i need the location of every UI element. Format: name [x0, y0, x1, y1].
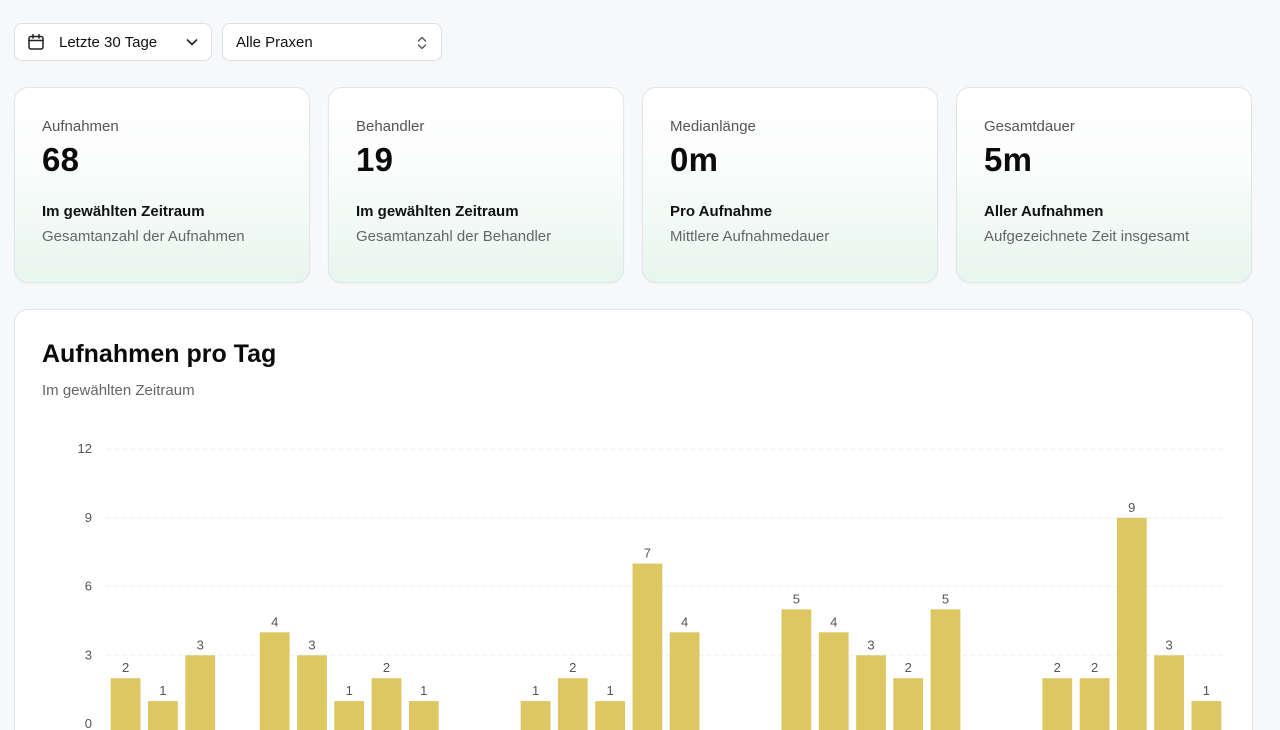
bar-value-label: 3: [308, 637, 315, 652]
kpi-title: Behandler: [356, 118, 425, 135]
bar-value-label: 2: [569, 660, 576, 675]
y-tick-label: 0: [85, 716, 92, 730]
y-tick-label: 6: [85, 579, 92, 594]
bar-value-label: 2: [905, 660, 912, 675]
filter-bar: Letzte 30 Tage Alle Praxen: [14, 23, 442, 61]
bar[interactable]: [297, 655, 327, 730]
kpi-subtitle: Im gewählten Zeitraum: [42, 203, 205, 220]
kpi-value: 68: [42, 141, 80, 178]
bar-value-label: 2: [1091, 660, 1098, 675]
y-tick-label: 12: [78, 441, 92, 456]
bar[interactable]: [1154, 655, 1184, 730]
kpi-value: 0m: [670, 141, 719, 178]
praxis-select[interactable]: Alle Praxen: [222, 23, 442, 61]
bar[interactable]: [1079, 678, 1110, 730]
kpi-description: Mittlere Aufnahmedauer: [670, 228, 830, 245]
chevron-up-down-icon: [415, 35, 429, 50]
bar[interactable]: [856, 655, 886, 730]
bar[interactable]: [818, 632, 849, 730]
kpi-title: Aufnahmen: [42, 118, 119, 135]
bar[interactable]: [110, 678, 141, 730]
kpi-subtitle: Aller Aufnahmen: [984, 203, 1104, 220]
y-tick-label: 3: [85, 647, 92, 662]
bar-value-label: 4: [830, 614, 837, 629]
bar[interactable]: [371, 678, 402, 730]
bar-value-label: 1: [532, 683, 539, 698]
bar[interactable]: [930, 609, 961, 730]
bar-value-label: 2: [122, 660, 129, 675]
bar-value-label: 3: [867, 637, 874, 652]
bar[interactable]: [185, 655, 216, 730]
bar-value-label: 2: [383, 660, 390, 675]
bar-value-label: 1: [159, 683, 166, 698]
kpi-subtitle: Pro Aufnahme: [670, 203, 772, 220]
y-tick-label: 9: [85, 510, 92, 525]
bar-value-label: 3: [1165, 637, 1172, 652]
bar[interactable]: [781, 609, 812, 730]
kpi-subtitle: Im gewählten Zeitraum: [356, 203, 519, 220]
kpi-title: Medianlänge: [670, 118, 756, 135]
bar[interactable]: [520, 701, 551, 730]
bar-value-label: 9: [1128, 500, 1135, 515]
kpi-value: 5m: [984, 141, 1033, 178]
bar[interactable]: [1191, 701, 1222, 730]
bar[interactable]: [148, 701, 178, 730]
kpi-description: Gesamtanzahl der Aufnahmen: [42, 228, 245, 245]
bar-value-label: 4: [681, 614, 688, 629]
bar-value-label: 7: [644, 546, 651, 561]
bar-value-label: 3: [197, 637, 204, 652]
bar-value-label: 1: [420, 683, 427, 698]
bar-value-label: 5: [942, 591, 949, 606]
kpi-cards: Aufnahmen 68 Im gewählten Zeitraum Gesam…: [14, 87, 1252, 283]
chart-title: Aufnahmen pro Tag: [42, 340, 277, 368]
bar-value-label: 1: [346, 683, 353, 698]
kpi-card-gesamtdauer: Gesamtdauer 5m Aller Aufnahmen Aufgezeic…: [956, 87, 1252, 283]
kpi-title: Gesamtdauer: [984, 118, 1075, 135]
bar-value-label: 4: [271, 614, 278, 629]
bar-value-label: 2: [1054, 660, 1061, 675]
chart-subtitle: Im gewählten Zeitraum: [42, 382, 195, 399]
bar[interactable]: [893, 678, 924, 730]
bar[interactable]: [259, 632, 290, 730]
bar-value-label: 5: [793, 591, 800, 606]
chart-card: Aufnahmen pro Tag Im gewählten Zeitraum …: [14, 309, 1253, 730]
kpi-card-behandler: Behandler 19 Im gewählten Zeitraum Gesam…: [328, 87, 624, 283]
bar[interactable]: [1042, 678, 1073, 730]
bar-value-label: 1: [606, 683, 613, 698]
bar[interactable]: [557, 678, 588, 730]
kpi-description: Aufgezeichnete Zeit insgesamt: [984, 228, 1190, 245]
date-range-select[interactable]: Letzte 30 Tage: [14, 23, 212, 61]
kpi-card-aufnahmen: Aufnahmen 68 Im gewählten Zeitraum Gesam…: [14, 87, 310, 283]
calendar-icon: [27, 33, 45, 51]
bar[interactable]: [632, 563, 663, 730]
kpi-card-medianlaenge: Medianlänge 0m Pro Aufnahme Mittlere Auf…: [642, 87, 938, 283]
praxis-label: Alle Praxen: [236, 33, 313, 51]
bar[interactable]: [1116, 517, 1147, 730]
kpi-value: 19: [356, 141, 394, 178]
bar-value-label: 1: [1203, 683, 1210, 698]
bar[interactable]: [595, 701, 625, 730]
kpi-description: Gesamtanzahl der Behandler: [356, 228, 552, 245]
bar[interactable]: [408, 701, 439, 730]
date-range-label: Letzte 30 Tage: [59, 33, 158, 51]
bar[interactable]: [334, 701, 365, 730]
bar[interactable]: [669, 632, 700, 730]
chevron-down-icon: [185, 35, 199, 49]
